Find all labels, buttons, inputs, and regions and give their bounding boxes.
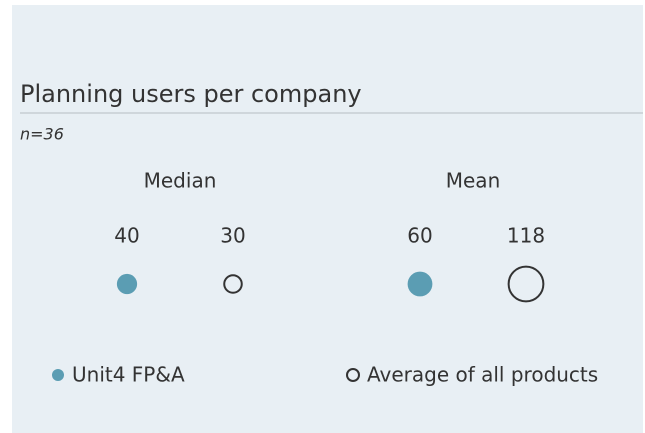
legend-label: Average of all products	[367, 363, 598, 387]
chart-title: Planning users per company	[20, 80, 362, 108]
category-label: Mean	[446, 169, 501, 193]
legend-marker	[346, 368, 360, 382]
value-label: 30	[220, 224, 245, 248]
value-label: 118	[507, 224, 545, 248]
legend-label: Unit4 FP&A	[72, 363, 185, 387]
category-label: Median	[144, 169, 217, 193]
panel	[12, 5, 643, 433]
subtitle: n=36	[20, 125, 64, 144]
value-label: 40	[114, 224, 139, 248]
dot	[407, 271, 433, 297]
value-label: 60	[407, 224, 432, 248]
dot	[507, 265, 545, 303]
dot	[116, 273, 138, 295]
legend-marker	[52, 369, 64, 381]
dot	[223, 274, 243, 294]
